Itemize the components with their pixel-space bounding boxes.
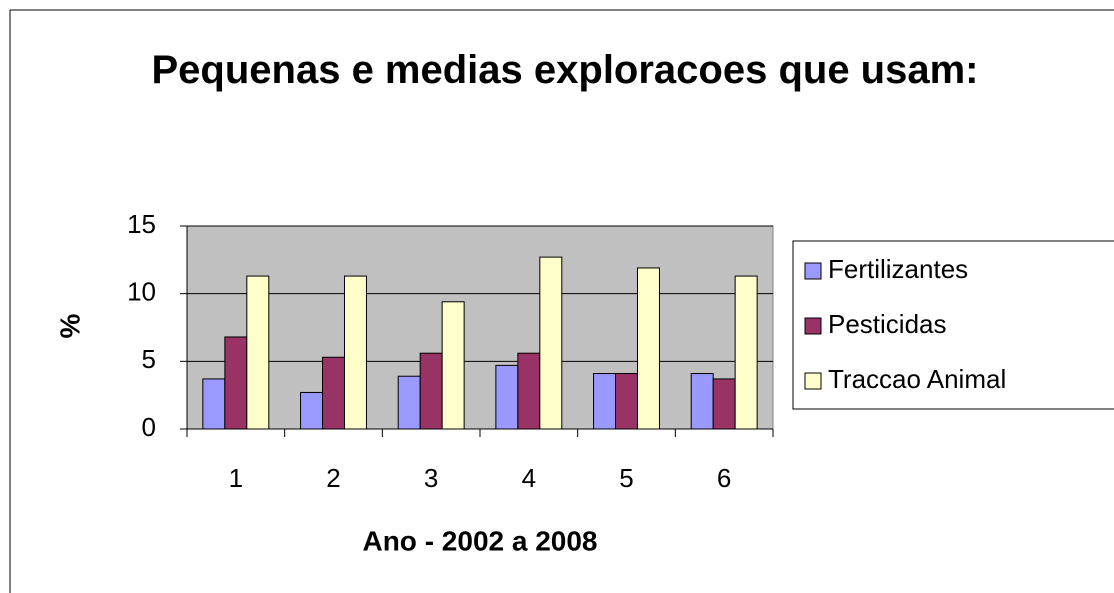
y-tick-label: 15 [127, 209, 156, 239]
bar [495, 364, 519, 430]
y-tick-label: 5 [142, 344, 156, 374]
bar [322, 356, 345, 430]
bar [615, 373, 638, 430]
y-axis-title: % [54, 313, 85, 338]
x-tick-label: 2 [326, 463, 340, 493]
bar [712, 378, 736, 430]
legend-swatch [804, 317, 822, 335]
legend-label: Pesticidas [828, 309, 947, 339]
legend-box [792, 240, 1114, 410]
x-tick-label: 6 [717, 463, 731, 493]
bar [539, 256, 563, 430]
plot-background [186, 225, 774, 430]
bar [397, 375, 421, 430]
bar [419, 352, 443, 430]
legend-swatch [804, 372, 822, 390]
bar [300, 391, 324, 430]
bar [246, 275, 270, 430]
chart-title: Pequenas e medias exploracoes que usam: [151, 48, 979, 92]
bar [517, 352, 541, 430]
bar [690, 373, 714, 430]
x-tick-label: 4 [522, 463, 536, 493]
x-tick-label: 5 [619, 463, 633, 493]
legend-label: Fertilizantes [828, 254, 968, 284]
legend-label: Traccao Animal [828, 364, 1006, 394]
x-tick-label: 1 [229, 463, 243, 493]
x-axis-title: Ano - 2002 a 2008 [362, 525, 597, 556]
y-tick-label: 0 [142, 412, 156, 442]
y-tick-label: 10 [127, 277, 156, 307]
bar [636, 267, 660, 430]
bar [202, 378, 226, 430]
bar [224, 336, 248, 430]
bar [441, 301, 465, 430]
x-tick-label: 3 [424, 463, 438, 493]
bar [734, 275, 758, 430]
bar [343, 275, 367, 430]
bar [593, 373, 617, 430]
legend-swatch [804, 262, 822, 280]
